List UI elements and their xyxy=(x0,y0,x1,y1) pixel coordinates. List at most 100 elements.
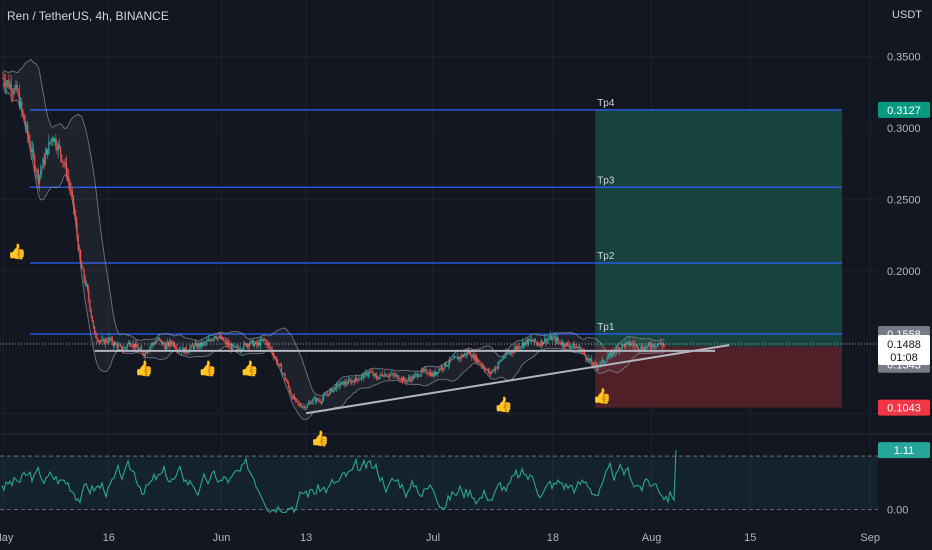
candle-body xyxy=(404,377,406,381)
candle-body xyxy=(535,342,538,343)
candle-body xyxy=(616,347,619,349)
candle-body xyxy=(76,223,78,236)
candle-body xyxy=(27,124,29,136)
candle-body xyxy=(2,78,4,79)
candle-body xyxy=(29,140,31,148)
candle-body xyxy=(611,352,613,357)
price-badge: 0.3127 xyxy=(887,105,921,117)
candle-body xyxy=(123,347,125,351)
candle-body xyxy=(35,169,37,172)
candle-body xyxy=(8,80,10,88)
candle-body xyxy=(572,343,574,347)
candle-body xyxy=(613,351,615,353)
candle-body xyxy=(111,338,113,344)
candle-body xyxy=(172,342,174,345)
candle-body xyxy=(555,337,558,342)
candle-body xyxy=(54,138,56,142)
candle-body xyxy=(110,338,112,340)
candle-body xyxy=(460,355,462,359)
candle-body xyxy=(646,346,648,349)
candle-body xyxy=(204,342,206,344)
candle-body xyxy=(173,342,176,348)
grid-lines xyxy=(0,0,932,515)
candle-body xyxy=(635,344,637,346)
candle-body xyxy=(632,343,634,345)
candle-body xyxy=(125,347,127,348)
candle-body xyxy=(158,337,160,340)
candle-body xyxy=(428,372,431,375)
candle-body xyxy=(441,366,444,369)
candle-body xyxy=(561,342,563,345)
candle-body xyxy=(61,154,63,162)
candle-body xyxy=(559,341,561,344)
candle-body xyxy=(472,354,474,358)
candle-body xyxy=(283,373,285,375)
candle-body xyxy=(117,345,119,349)
candle-body xyxy=(605,361,607,363)
candle-body xyxy=(517,345,519,349)
candle-body xyxy=(91,315,93,323)
candle-body xyxy=(485,369,487,371)
thumbs-up-icon: 👍 xyxy=(593,387,612,405)
candle-body xyxy=(397,374,399,379)
currency-label: USDT xyxy=(892,9,922,21)
thumbs-up-icon: 👍 xyxy=(240,360,259,378)
rsi-tick-label: 0.00 xyxy=(887,505,908,517)
candle-body xyxy=(22,110,24,115)
candle-body xyxy=(352,380,354,382)
candle-body xyxy=(300,406,303,408)
candle-body xyxy=(278,363,280,365)
candle-body xyxy=(576,347,579,349)
candle-body xyxy=(105,339,107,342)
candle-body xyxy=(575,346,577,348)
candle-body xyxy=(104,339,106,344)
candle-body xyxy=(51,138,53,140)
candle-body xyxy=(544,338,546,343)
candle-body xyxy=(334,387,337,390)
candle-body xyxy=(304,406,306,409)
candle-body xyxy=(41,167,43,172)
candle-body xyxy=(661,344,663,346)
candle-body xyxy=(98,340,100,342)
candle-body xyxy=(327,393,330,395)
price-badge-bg xyxy=(878,101,930,118)
candle-body xyxy=(10,84,12,93)
candle-body xyxy=(65,162,68,176)
candle-body xyxy=(400,377,402,381)
candle-body xyxy=(658,343,660,345)
candle-body xyxy=(210,340,212,341)
candle-body xyxy=(205,341,207,343)
candle-body xyxy=(433,371,435,377)
candle-body xyxy=(365,372,367,374)
candle-body xyxy=(360,376,362,379)
candle-body xyxy=(541,340,543,345)
candle-body xyxy=(507,353,509,354)
candle-body xyxy=(403,377,405,382)
candle-body xyxy=(336,384,338,390)
candle-body xyxy=(58,144,60,147)
candle-body xyxy=(595,364,597,367)
candle-body xyxy=(44,154,46,165)
candle-body xyxy=(346,383,348,385)
candle-body xyxy=(587,358,589,361)
candle-body xyxy=(412,376,414,379)
candle-body xyxy=(353,381,355,383)
candle-body xyxy=(345,381,347,384)
candle-body xyxy=(558,340,560,342)
candle-body xyxy=(600,361,602,365)
candle-body xyxy=(310,402,312,404)
candle-body xyxy=(170,341,172,344)
candle-body xyxy=(213,336,216,339)
candle-body xyxy=(623,344,626,347)
candle-body xyxy=(289,387,291,392)
position-zones xyxy=(595,109,842,408)
candle-body xyxy=(533,338,535,342)
candle-body xyxy=(25,124,28,127)
candle-body xyxy=(257,342,259,346)
candle-body xyxy=(645,347,647,349)
candle-body xyxy=(11,92,13,94)
candle-body xyxy=(136,344,138,348)
candle-body xyxy=(504,356,506,358)
level-label-tp1: Tp1 xyxy=(597,322,615,333)
